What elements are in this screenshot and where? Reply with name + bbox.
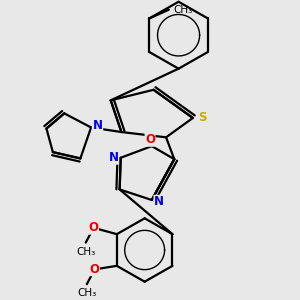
Text: N: N [109,151,118,164]
Text: CH₃: CH₃ [77,288,96,298]
Text: S: S [199,112,207,124]
Text: N: N [92,119,103,132]
Text: CH₃: CH₃ [76,247,95,257]
Text: O: O [88,221,99,234]
Text: N: N [154,195,164,208]
Text: CH₃: CH₃ [173,5,192,15]
Text: O: O [90,263,100,276]
Text: O: O [145,133,155,146]
